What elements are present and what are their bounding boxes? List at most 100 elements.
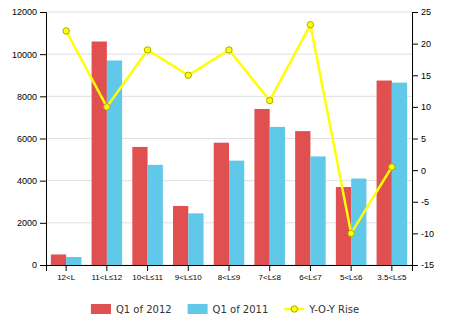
y-tick-label: 4000 [17, 176, 37, 186]
x-tick: 5<L≤6 [340, 265, 363, 282]
y-tick-mark [40, 139, 46, 140]
y2-tick: 0 [412, 166, 426, 176]
y2-tick: 15 [412, 71, 431, 81]
x-tick-label: 12<L [57, 273, 76, 282]
y2-tick-label: 20 [421, 39, 431, 49]
bar [173, 206, 188, 265]
y2-tick-mark [412, 75, 418, 76]
grid-line [46, 12, 412, 13]
y-tick-mark [40, 12, 46, 13]
x-tick: 6<L≤7 [299, 265, 322, 282]
y-tick-label: 8000 [17, 92, 37, 102]
y-tick-mark [40, 223, 46, 224]
y2-tick-mark [412, 12, 418, 13]
y-tick: 12000 [12, 7, 46, 17]
bar [270, 127, 285, 265]
line [66, 25, 392, 234]
x-tick-mark [229, 265, 230, 271]
legend-swatch [188, 304, 208, 314]
x-tick-mark [310, 265, 311, 271]
y2-tick-label: -10 [421, 229, 434, 239]
legend-marker [291, 306, 297, 312]
y2-tick: -15 [412, 260, 434, 270]
bar-series [51, 42, 392, 265]
x-axis-line [47, 266, 413, 272]
x-tick-mark [351, 265, 352, 271]
grid [46, 12, 412, 265]
bar [51, 254, 66, 265]
y2-tick-label: -5 [421, 197, 429, 207]
legend-item: Q1 of 2012 [91, 304, 172, 315]
x-tick-label: 6<L≤7 [299, 273, 322, 282]
bar [148, 165, 163, 265]
x-tick-label: 7<L≤8 [259, 273, 282, 282]
y-tick: 10000 [12, 50, 46, 60]
legend-label: Q1 of 2012 [116, 304, 172, 315]
plot [51, 21, 407, 265]
bar [132, 147, 147, 265]
y2-tick-mark [412, 170, 418, 171]
y-tick-label: 2000 [17, 218, 37, 228]
line-marker [389, 164, 395, 170]
legend-swatch [91, 304, 111, 314]
x-tick-mark [188, 265, 189, 271]
y-tick-label: 10000 [12, 50, 37, 60]
y2-axis: -15 -10 -5 0 5 10 15 20 25 [412, 7, 434, 270]
x-tick: 3.5<L≤5 [377, 265, 407, 282]
y2-tick-label: 25 [421, 7, 431, 17]
x-tick-label: 10<L≤11 [132, 273, 163, 282]
x-tick-label: 11<L≤12 [92, 273, 123, 282]
y-tick: 2000 [17, 218, 46, 228]
y2-tick: 20 [412, 39, 431, 49]
x-tick: 7<L≤8 [259, 265, 282, 282]
bar [214, 143, 229, 265]
y2-tick-mark [412, 233, 418, 234]
x-tick: 8<L≤9 [218, 265, 241, 282]
y2-tick-label: 0 [421, 166, 426, 176]
bar [310, 156, 325, 265]
bar [295, 131, 310, 265]
y-tick: 8000 [17, 92, 46, 102]
line-marker [104, 104, 110, 110]
y2-tick-mark [412, 107, 418, 108]
bar [188, 213, 203, 265]
y2-tick: -10 [412, 229, 434, 239]
chart: 0 2000 4000 6000 8000 10000 12000 -15 -10 -5 0 5 10 1… [0, 0, 450, 323]
y2-tick-label: 5 [421, 134, 426, 144]
y-tick-mark [40, 265, 46, 266]
line-marker [348, 230, 354, 236]
line-marker [185, 72, 191, 78]
bar [107, 60, 122, 265]
y-tick-mark [40, 54, 46, 55]
legend-item: Y-O-Y Rise [284, 304, 359, 315]
y-tick-label: 12000 [12, 7, 37, 17]
x-tick: 12<L [57, 265, 76, 282]
y2-tick-mark [412, 44, 418, 45]
line-marker [63, 28, 69, 34]
y2-axis-line [413, 13, 419, 266]
y2-tick: 25 [412, 7, 431, 17]
y-tick-label: 6000 [17, 134, 37, 144]
x-tick-label: 8<L≤9 [218, 273, 241, 282]
y2-tick-label: 15 [421, 71, 431, 81]
line-marker [307, 21, 313, 27]
line-marker [144, 47, 150, 53]
x-tick: 11<L≤12 [92, 265, 123, 282]
y-tick-label: 0 [32, 260, 37, 270]
x-tick: 9<L≤10 [175, 265, 202, 282]
bar [92, 42, 107, 265]
x-tick-mark [66, 265, 67, 271]
y2-tick-label: 10 [421, 102, 431, 112]
legend-label: Y-O-Y Rise [308, 304, 359, 315]
x-tick-mark [269, 265, 270, 271]
y2-tick-mark [412, 202, 418, 203]
y2-tick-mark [412, 139, 418, 140]
legend-label: Q1 of 2011 [213, 304, 269, 315]
x-tick-mark [147, 265, 148, 271]
bar [392, 83, 407, 265]
y2-tick-label: -15 [421, 260, 434, 270]
x-tick-label: 5<L≤6 [340, 273, 363, 282]
legend: Q1 of 2012 Q1 of 2011 Y-O-Y Rise [91, 304, 359, 315]
x-tick: 10<L≤11 [132, 265, 163, 282]
x-tick-mark [106, 265, 107, 271]
